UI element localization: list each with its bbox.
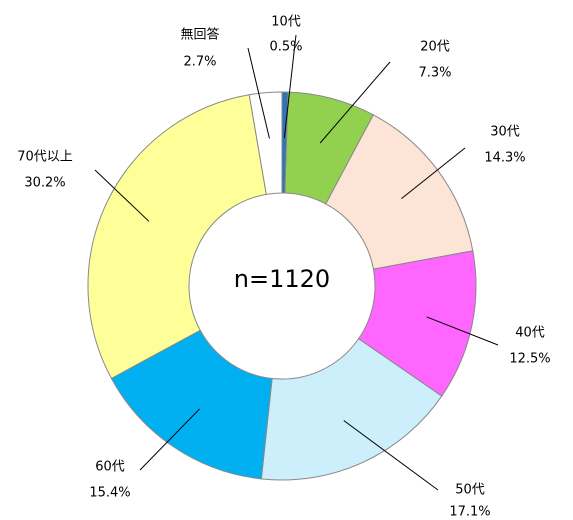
- donut-segment: [325, 114, 474, 270]
- value-label: 0.5%: [269, 40, 302, 55]
- donut-segment: [110, 329, 273, 480]
- category-label: 20代: [420, 40, 450, 55]
- value-label: 2.7%: [183, 55, 216, 70]
- value-label: 12.5%: [509, 352, 550, 367]
- category-label: 40代: [515, 326, 545, 341]
- value-label: 30.2%: [24, 176, 65, 191]
- donut-segment: [87, 94, 267, 380]
- center-annotation: n=1120: [234, 265, 330, 293]
- leader-line: [283, 34, 297, 139]
- category-label: 50代: [455, 483, 485, 498]
- leader-line: [94, 169, 150, 222]
- value-label: 7.3%: [418, 66, 451, 81]
- donut-segment: [248, 91, 283, 195]
- category-label: 60代: [95, 460, 125, 475]
- leader-line: [139, 408, 200, 471]
- donut-segment: [260, 338, 443, 481]
- category-label: 無回答: [180, 27, 219, 43]
- leader-line: [319, 61, 391, 144]
- leader-line: [426, 316, 499, 346]
- category-label: 10代: [271, 15, 301, 30]
- value-label: 17.1%: [449, 505, 490, 520]
- value-label: 15.4%: [89, 486, 130, 501]
- category-label: 30代: [490, 125, 520, 140]
- leader-line: [343, 420, 439, 491]
- donut: [87, 91, 477, 481]
- value-label: 14.3%: [484, 151, 525, 166]
- leader-line: [401, 147, 466, 200]
- leader-line: [247, 47, 270, 139]
- category-label: 70代以上: [17, 150, 73, 165]
